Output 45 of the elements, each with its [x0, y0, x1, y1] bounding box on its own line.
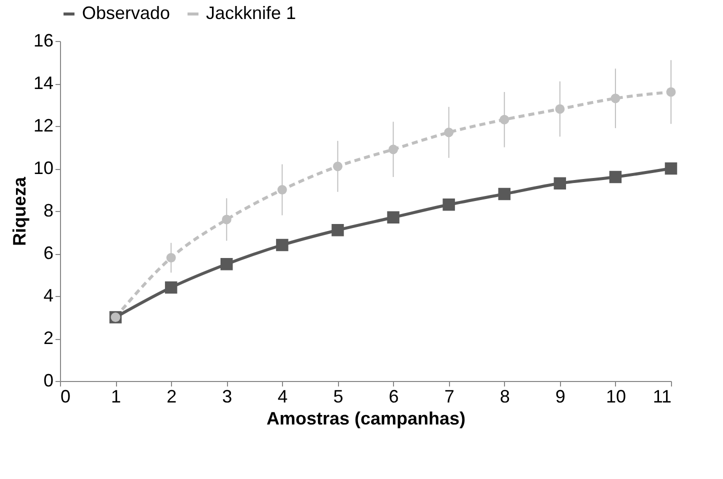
point: [498, 188, 510, 200]
point: [276, 238, 288, 252]
y-tick-label: 12: [33, 116, 54, 136]
y-axis-title: Riqueza: [9, 176, 30, 246]
point: [609, 170, 622, 184]
point: [332, 162, 342, 172]
point: [666, 87, 676, 97]
y-tick-label: 16: [33, 30, 54, 50]
point: [222, 214, 232, 224]
x-tick-label: 11: [652, 386, 672, 406]
point: [387, 211, 400, 224]
y-tick-label: 0: [43, 370, 54, 390]
x-tick-label: 3: [222, 386, 232, 406]
x-tick-label: 6: [388, 386, 399, 406]
point: [164, 281, 178, 294]
x-tick-label: 2: [166, 386, 177, 406]
x-tick-label: 8: [500, 386, 510, 406]
y-tick-label: 10: [33, 158, 54, 178]
point: [220, 258, 233, 270]
x-tick-label: 7: [444, 386, 454, 406]
point: [277, 185, 287, 194]
x-tick-label: 0: [60, 386, 71, 406]
x-tick-label: 1: [111, 386, 122, 406]
point: [555, 104, 565, 114]
point: [332, 224, 344, 236]
x-tick-label: 4: [278, 386, 288, 406]
point: [664, 162, 678, 175]
point: [610, 94, 620, 104]
point: [444, 128, 454, 138]
y-tick-label: 2: [43, 328, 54, 348]
y-tick-label: 6: [43, 243, 54, 263]
point: [388, 144, 398, 154]
legend-label: Observado: [82, 3, 170, 23]
point: [442, 198, 455, 211]
y-tick-label: 4: [43, 286, 54, 306]
x-tick-label: 9: [555, 386, 566, 406]
x-tick-label: 10: [606, 386, 626, 406]
x-tick-label: 5: [333, 386, 344, 406]
y-tick-label: 14: [33, 73, 54, 93]
point: [500, 114, 510, 124]
point: [554, 177, 566, 190]
x-axis-title: Amostras (campanhas): [266, 408, 466, 428]
y-tick-label: 8: [43, 200, 54, 220]
legend-label: Jackknife 1: [206, 3, 296, 23]
point: [166, 253, 176, 262]
